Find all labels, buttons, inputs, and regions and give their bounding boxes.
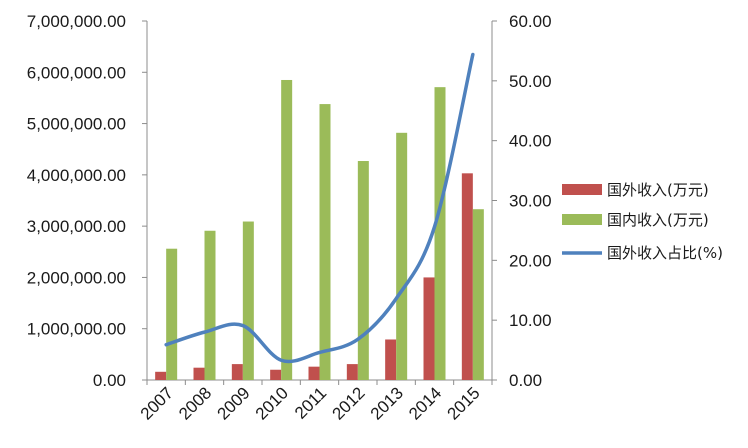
left-tick-label: 6,000,000.00: [27, 63, 126, 82]
bar-domestic-income: [472, 209, 484, 380]
right-tick-label: 60.00: [509, 12, 552, 31]
legend: 国外收入(万元) 国内收入(万元) 国外收入占比(%): [562, 181, 723, 262]
x-tick-label: 2007: [137, 383, 177, 423]
legend-swatch: [562, 214, 602, 225]
line-foreign-share: [164, 52, 475, 364]
bar-foreign-income: [193, 367, 205, 380]
left-axis: 0.00 1,000,000.00 2,000,000.00 3,000,000.00…: [27, 12, 147, 390]
x-tick-label: 2011: [291, 383, 330, 422]
left-tick-label: 1,000,000.00: [27, 320, 126, 339]
legend-label: 国外收入占比(%): [607, 244, 723, 262]
bar-foreign-income: [461, 173, 473, 380]
left-tick-label: 2,000,000.00: [27, 268, 126, 287]
bar-foreign-income: [308, 366, 320, 380]
bar-foreign-income: [346, 364, 358, 380]
bar-domestic-income: [396, 132, 408, 380]
left-tick-label: 0.00: [93, 371, 126, 390]
left-tick-label: 4,000,000.00: [27, 166, 126, 185]
right-tick-label: 0.00: [509, 371, 542, 390]
bar-foreign-income: [270, 369, 282, 380]
bar-domestic-income: [281, 79, 293, 380]
bar-domestic-income: [357, 161, 369, 380]
left-tick-label: 5,000,000.00: [27, 115, 126, 134]
bar-foreign-income: [155, 371, 167, 380]
legend-swatch: [562, 184, 602, 195]
left-tick-label: 7,000,000.00: [27, 12, 126, 31]
right-axis: 0.00 10.00 20.00 30.00 40.00 50.00 60.00: [492, 12, 552, 390]
bar-foreign-income: [423, 277, 435, 380]
x-tick-label: 2015: [443, 383, 483, 423]
x-tick-label: 2012: [328, 383, 368, 423]
x-tick-label: 2009: [213, 383, 253, 423]
right-tick-label: 20.00: [509, 251, 552, 270]
lines: [164, 52, 475, 364]
right-tick-label: 40.00: [509, 132, 552, 151]
x-tick-label: 2008: [175, 383, 215, 423]
bar-foreign-income: [231, 364, 243, 380]
right-tick-label: 10.00: [509, 311, 552, 330]
x-tick-label: 2014: [405, 383, 445, 423]
legend-label: 国内收入(万元): [607, 211, 709, 229]
bar-domestic-income: [204, 230, 216, 380]
right-tick-label: 30.00: [509, 192, 552, 211]
bar-domestic-income: [434, 87, 446, 380]
x-tick-label: 2010: [252, 383, 292, 423]
left-tick-label: 3,000,000.00: [27, 217, 126, 236]
bar-domestic-income: [319, 104, 331, 380]
right-tick-label: 50.00: [509, 72, 552, 91]
bars: [155, 79, 484, 380]
legend-label: 国外收入(万元): [607, 181, 709, 199]
bar-domestic-income: [242, 221, 254, 380]
x-tick-label: 2013: [367, 383, 407, 423]
bar-foreign-income: [385, 339, 397, 380]
bar-domestic-income: [166, 248, 178, 380]
